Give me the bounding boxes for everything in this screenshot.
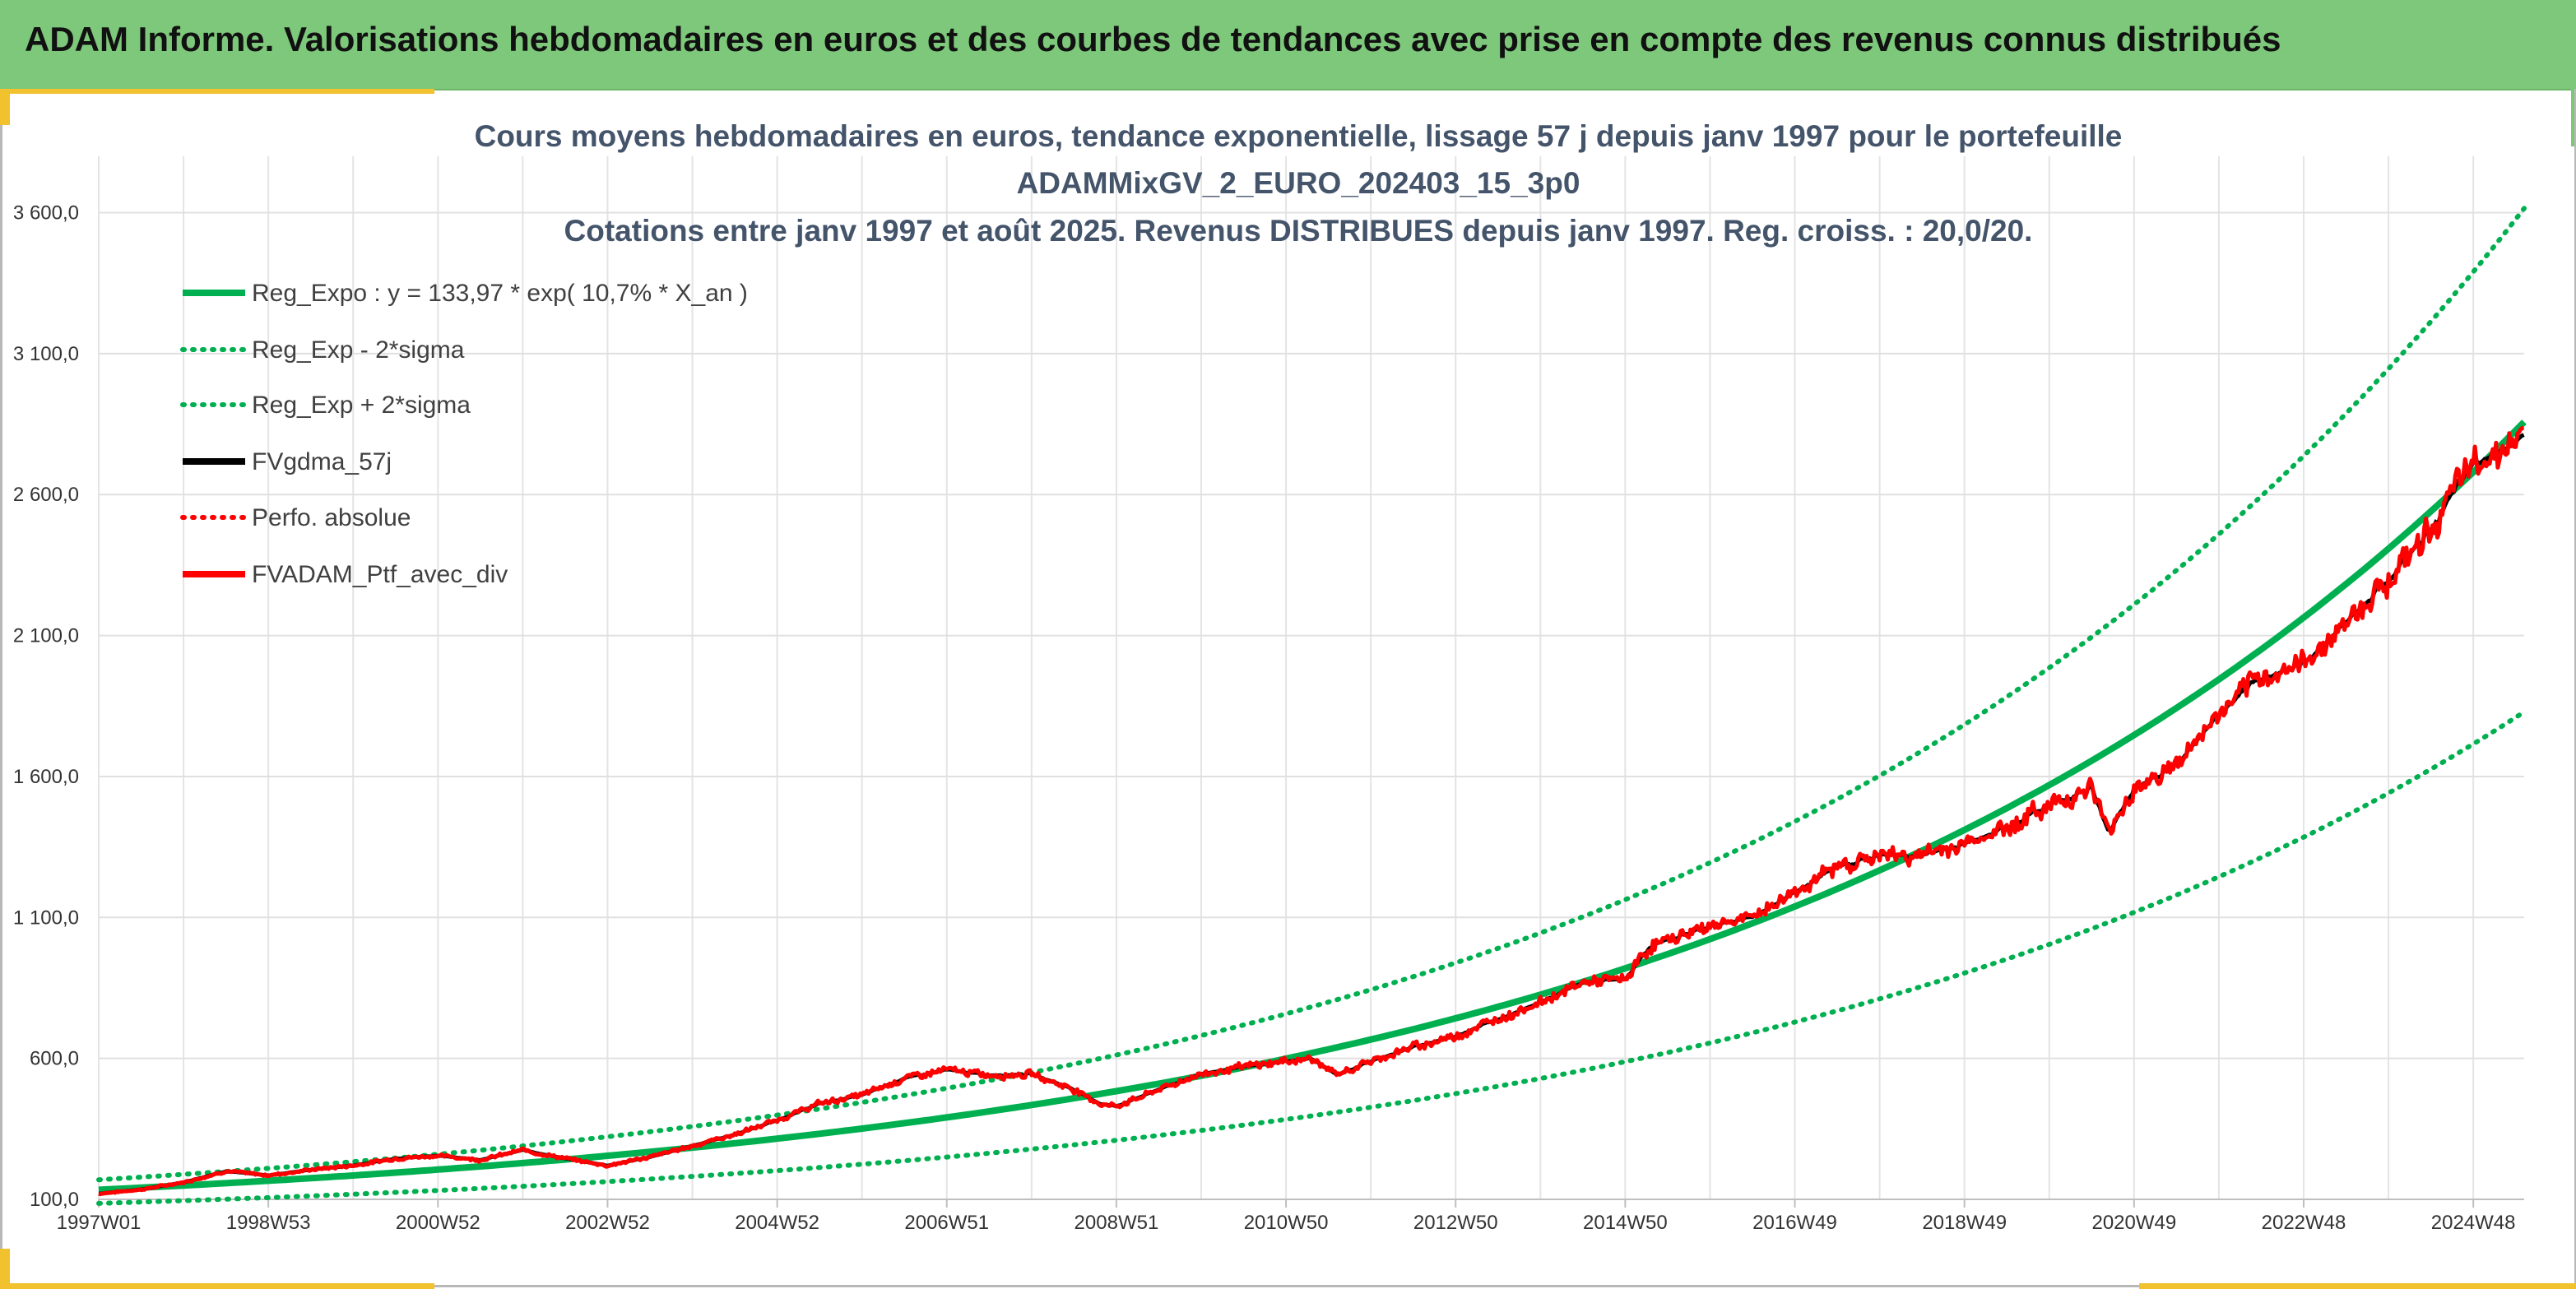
legend-fvadam-ptf-label: FVADAM_Ptf_avec_div bbox=[252, 561, 508, 588]
x-tick-label: 2016W49 bbox=[1752, 1212, 1837, 1234]
series-fvadam-ptf-avec-div bbox=[98, 425, 2525, 1197]
x-tick-label: 1998W53 bbox=[226, 1212, 311, 1234]
x-tick-label: 2002W52 bbox=[565, 1212, 650, 1234]
corner-accent-bottom-left-vertical bbox=[0, 1249, 10, 1289]
y-tick-label: 600,0 bbox=[30, 1048, 79, 1070]
chart-title-line: ADAMMixGV_2_EURO_202403_15_3p0 bbox=[1017, 166, 1580, 200]
chart-frame bbox=[0, 89, 2576, 1287]
chart-grid bbox=[98, 156, 2524, 1200]
x-tick-label: 2010W50 bbox=[1244, 1212, 1329, 1234]
legend-reg-exp-minus-label: Reg_Exp - 2*sigma bbox=[252, 336, 465, 364]
x-tick-label: 2024W48 bbox=[2431, 1212, 2516, 1234]
y-tick-label: 2 600,0 bbox=[13, 484, 79, 506]
chart-title-line: Cours moyens hebdomadaires en euros, ten… bbox=[475, 119, 2123, 153]
corner-accent-bottom-right bbox=[2139, 1283, 2576, 1289]
x-tick-label: 2018W49 bbox=[1922, 1212, 2007, 1234]
header-accent-right bbox=[2571, 89, 2576, 146]
x-tick-label: 2022W48 bbox=[2262, 1212, 2346, 1234]
chart-title: Cours moyens hebdomadaires en euros, ten… bbox=[475, 119, 2123, 248]
x-tick-label: 2008W51 bbox=[1074, 1212, 1159, 1234]
series-fvgdma-57j bbox=[99, 433, 2525, 1196]
series-reg-exp-plus-2sigma bbox=[96, 206, 2527, 1183]
y-tick-label: 3 600,0 bbox=[13, 202, 79, 225]
legend-fvgdma-label: FVgdma_57j bbox=[252, 448, 392, 475]
x-axis: 1997W01 1998W53 2000W52 2002W52 2004W52 2006W… bbox=[57, 1199, 2524, 1234]
x-tick-label: 1997W01 bbox=[57, 1212, 142, 1234]
x-tick-label: 2006W51 bbox=[904, 1212, 989, 1234]
x-tick-label: 2004W52 bbox=[735, 1212, 819, 1234]
corner-accent-bottom-left bbox=[0, 1283, 434, 1289]
chart-series bbox=[96, 206, 2527, 1206]
x-tick-label: 2012W50 bbox=[1413, 1212, 1498, 1234]
series-reg-exp-minus-2sigma bbox=[96, 709, 2527, 1206]
page-title: ADAM Informe. Valorisations hebdomadaire… bbox=[25, 20, 2281, 58]
x-tick-label: 2000W52 bbox=[396, 1212, 480, 1234]
legend-reg-expo-label: Reg_Expo : y = 133,97 * exp( 10,7% * X_a… bbox=[252, 280, 748, 307]
y-tick-label: 1 100,0 bbox=[13, 906, 79, 929]
y-tick-label: 3 100,0 bbox=[13, 343, 79, 365]
legend-perfo-absolue-label: Perfo. absolue bbox=[252, 504, 411, 531]
series-reg-expo bbox=[98, 420, 2527, 1194]
x-tick-label: 2020W49 bbox=[2091, 1212, 2176, 1234]
x-tick-label: 2014W50 bbox=[1583, 1212, 1668, 1234]
y-tick-label: 2 100,0 bbox=[13, 625, 79, 647]
page-header: ADAM Informe. Valorisations hebdomadaire… bbox=[0, 0, 2576, 90]
y-tick-label: 100,0 bbox=[30, 1189, 79, 1211]
y-tick-label: 1 600,0 bbox=[13, 766, 79, 788]
chart-title-line: Cotations entre janv 1997 et août 2025. … bbox=[564, 214, 2033, 248]
y-axis: 100,0 600,0 1 100,0 1 600,0 2 100,0 2 600,0 3 … bbox=[13, 202, 79, 1211]
chart-legend: Reg_Expo : y = 133,97 * exp( 10,7% * X_a… bbox=[180, 280, 748, 588]
corner-accent-top-left-vertical bbox=[0, 89, 10, 125]
corner-accent-top-left bbox=[0, 89, 434, 94]
legend-reg-exp-plus-label: Reg_Exp + 2*sigma bbox=[252, 392, 471, 419]
